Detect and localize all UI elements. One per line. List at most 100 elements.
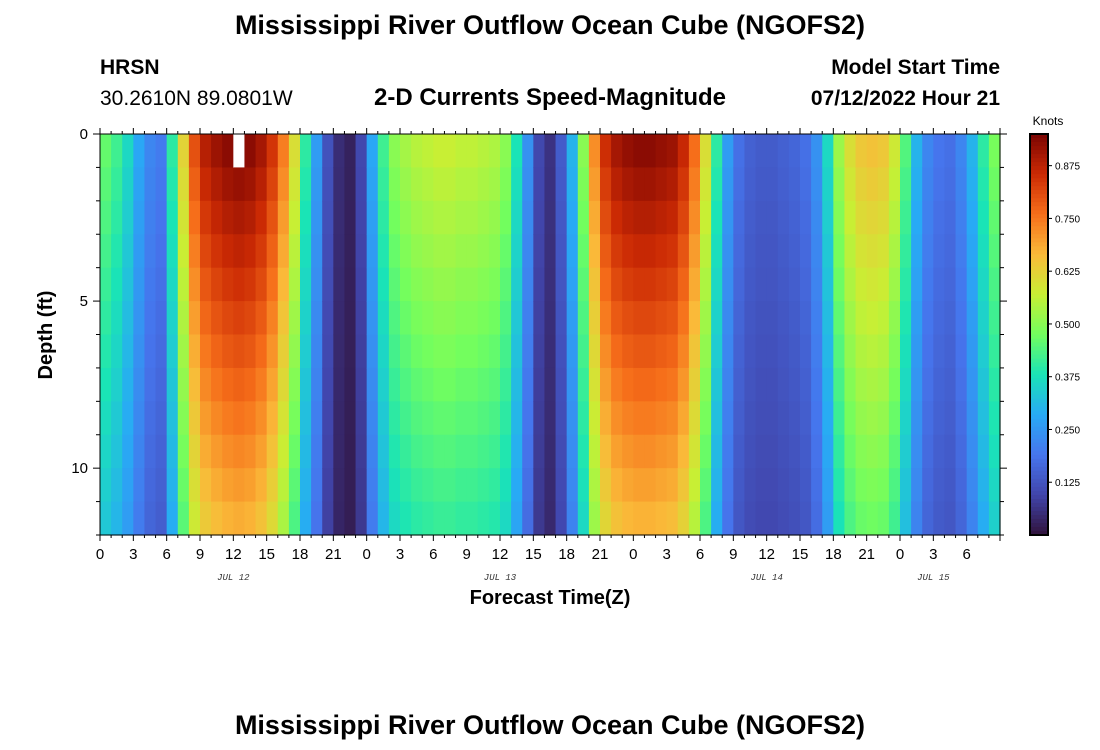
heatmap-cell [444, 401, 457, 436]
heatmap-cell [900, 301, 912, 336]
heatmap-cell [866, 200, 879, 235]
heatmap-cell [588, 468, 601, 503]
heatmap-cell [511, 334, 523, 369]
heatmap-cell [188, 301, 201, 336]
heatmap-cell [811, 334, 823, 369]
heatmap-cell [233, 267, 246, 302]
heatmap-cell [911, 234, 923, 269]
colorbar-swatch [1030, 394, 1048, 400]
colorbar-swatch [1030, 514, 1048, 520]
heatmap-cell [700, 401, 712, 436]
heatmap-cell [600, 501, 612, 536]
heatmap-cell [855, 501, 868, 536]
heatmap-cell [555, 200, 568, 235]
heatmap-cell [388, 501, 401, 536]
heatmap-cell [144, 334, 157, 369]
heatmap-cell [322, 134, 334, 169]
heatmap-cell [566, 134, 579, 169]
heatmap-cell [655, 167, 668, 202]
heatmap-cell [188, 367, 201, 402]
x-tick-label: 3 [129, 546, 137, 563]
heatmap-cell [133, 167, 146, 202]
heatmap-cell [166, 267, 179, 302]
heatmap-cell [877, 501, 890, 536]
x-day-label: JUL 13 [484, 573, 517, 583]
heatmap-cell [877, 301, 890, 336]
heatmap-cell [911, 334, 923, 369]
x-tick-label: 6 [429, 546, 437, 563]
heatmap-cell [944, 401, 957, 436]
colorbar-swatch [1030, 422, 1048, 428]
heatmap-cell [522, 200, 534, 235]
heatmap-cell [755, 401, 768, 436]
heatmap-cell [955, 468, 968, 503]
heatmap-cell [766, 200, 779, 235]
heatmap-cell [211, 468, 223, 503]
heatmap-cell [422, 234, 434, 269]
colorbar-swatch [1030, 290, 1048, 295]
heatmap-cell [877, 434, 890, 469]
heatmap-cell [688, 200, 701, 235]
heatmap-cell [444, 234, 457, 269]
heatmap-cell [600, 434, 612, 469]
heatmap-cell [844, 367, 857, 402]
heatmap-cell [855, 167, 868, 202]
heatmap-cell [333, 468, 346, 503]
heatmap-cell [966, 200, 979, 235]
heatmap-cell [566, 367, 579, 402]
heatmap-cell [688, 167, 701, 202]
heatmap-cell [644, 267, 657, 302]
heatmap-cell [344, 501, 357, 536]
heatmap-cell [255, 434, 268, 469]
heatmap-cell [955, 367, 968, 402]
heatmap-cell [200, 501, 212, 536]
colorbar-swatch [1030, 386, 1048, 392]
heatmap-cell [155, 167, 168, 202]
heatmap-cell [366, 501, 379, 536]
heatmap-cell [777, 401, 790, 436]
heatmap-cell [144, 301, 157, 336]
heatmap-cell [166, 501, 179, 536]
heatmap-cell [622, 267, 634, 302]
heatmap-cell [533, 267, 546, 302]
heatmap-cell [833, 200, 846, 235]
heatmap-cell [555, 468, 568, 503]
heatmap-cell [166, 367, 179, 402]
heatmap-cell [988, 334, 1001, 369]
heatmap-cell [644, 301, 657, 336]
heatmap-cell [544, 434, 557, 469]
heatmap-cell [366, 234, 379, 269]
heatmap-cell [522, 234, 534, 269]
heatmap-cell [166, 200, 179, 235]
heatmap-cell [588, 434, 601, 469]
heatmap-cell [500, 234, 512, 269]
heatmap-cell [277, 200, 290, 235]
heatmap-cell [155, 468, 168, 503]
heatmap-cell [722, 434, 734, 469]
heatmap-cell [288, 167, 301, 202]
heatmap-cell [322, 234, 334, 269]
heatmap-cell [377, 301, 390, 336]
colorbar-swatch [1030, 318, 1048, 324]
heatmap-cell [711, 468, 723, 503]
heatmap-cell [866, 134, 879, 169]
colorbar-swatch [1030, 506, 1048, 512]
station-id: HRSN [100, 56, 160, 79]
heatmap-cell [111, 367, 123, 402]
heatmap-cell [155, 334, 168, 369]
colorbar-tick-label: 0.875 [1055, 162, 1080, 173]
heatmap-cell [533, 301, 546, 336]
colorbar-swatch [1030, 518, 1048, 524]
heatmap-cell [477, 334, 490, 369]
y-axis: 0 5 10 [71, 126, 1007, 536]
colorbar-swatch [1030, 330, 1048, 336]
colorbar-swatch [1030, 418, 1048, 424]
heatmap-cell [755, 267, 768, 302]
heatmap-cell [311, 200, 323, 235]
heatmap-cell [522, 367, 534, 402]
heatmap-cell [233, 501, 246, 536]
heatmap-cell [833, 401, 846, 436]
heatmap-cell [644, 134, 657, 169]
heatmap-cell [944, 367, 957, 402]
heatmap-cell [111, 200, 123, 235]
